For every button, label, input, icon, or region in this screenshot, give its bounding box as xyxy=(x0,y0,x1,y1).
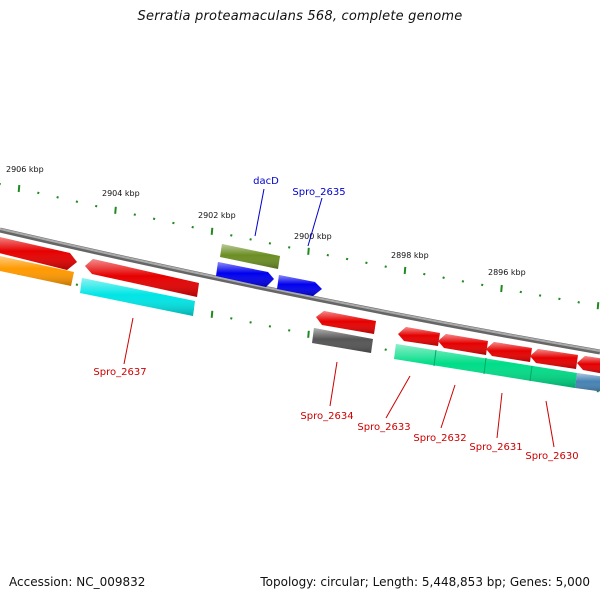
gene-label-spro-2637[interactable]: Spro_2637 xyxy=(93,367,146,378)
feature-red-2631[interactable] xyxy=(486,342,532,362)
outer-tick-30 xyxy=(577,301,580,304)
feature-red-2632[interactable] xyxy=(438,334,488,355)
outer-tick-4 xyxy=(75,200,79,203)
outer-tick-19 xyxy=(365,261,368,265)
outer-tick-15 xyxy=(287,246,291,249)
outer-tick-11 xyxy=(210,227,214,235)
outer-tick-25 xyxy=(480,283,484,287)
genome-summary: Topology: circular; Length: 5,448,853 bp… xyxy=(260,575,590,589)
outer-tick-6 xyxy=(114,206,117,214)
gene-label-dacd[interactable]: dacD xyxy=(253,176,279,187)
outer-tick-22 xyxy=(423,272,426,276)
outer-tick-31 xyxy=(596,302,600,310)
inner-tick-12 xyxy=(230,317,233,320)
inner-tick-20 xyxy=(384,348,387,351)
scale-label-2904: 2904 kbp xyxy=(102,189,140,198)
label-leader-lines xyxy=(123,188,555,448)
outer-tick-16 xyxy=(307,247,310,255)
map-title: Serratia proteamaculans 568, complete ge… xyxy=(137,9,463,24)
outer-tick-28 xyxy=(538,294,542,297)
feature-orange-left[interactable] xyxy=(0,255,74,286)
feature-steel-right[interactable] xyxy=(575,373,600,392)
outer-tick-13 xyxy=(249,238,252,241)
feature-red-2630[interactable] xyxy=(530,349,578,369)
feature-red-right-edge[interactable] xyxy=(577,356,600,374)
outer-tick-5 xyxy=(94,204,98,208)
inner-tick-15 xyxy=(287,329,291,332)
scale-label-2896: 2896 kbp xyxy=(488,268,526,277)
outer-scale-ticks xyxy=(0,183,600,310)
outer-tick-3 xyxy=(56,196,59,199)
feature-red-2634[interactable] xyxy=(316,311,376,334)
feature-gray-2634[interactable] xyxy=(312,328,373,353)
scale-label-2906: 2906 kbp xyxy=(6,165,44,174)
feature-cyan-2637[interactable] xyxy=(80,278,195,316)
feature-green-operon[interactable] xyxy=(394,344,577,388)
outer-tick-10 xyxy=(191,225,194,229)
scale-label-2902: 2902 kbp xyxy=(198,211,236,220)
outer-tick-23 xyxy=(442,276,445,279)
outer-tick-27 xyxy=(519,290,523,294)
feature-olive-dacd[interactable] xyxy=(220,244,280,269)
inner-tick-14 xyxy=(268,325,272,328)
feature-red-left-outer[interactable] xyxy=(0,236,77,270)
outer-tick-29 xyxy=(558,297,561,301)
outer-tick-9 xyxy=(172,221,175,225)
feature-red-2633[interactable] xyxy=(398,327,440,346)
outer-tick-18 xyxy=(345,257,349,261)
outer-tick-20 xyxy=(384,265,387,268)
gene-label-spro-2630[interactable]: Spro_2630 xyxy=(525,451,578,462)
feature-blue-dacd[interactable] xyxy=(216,262,274,287)
outer-tick-14 xyxy=(268,242,272,245)
gene-label-spro-2634[interactable]: Spro_2634 xyxy=(300,411,353,422)
scale-label-2898: 2898 kbp xyxy=(391,251,429,260)
outer-tick-2 xyxy=(37,191,40,195)
gene-label-spro-2631[interactable]: Spro_2631 xyxy=(469,442,522,453)
genome-backbone xyxy=(0,227,600,355)
outer-tick-26 xyxy=(500,284,503,293)
gene-label-spro-2632[interactable]: Spro_2632 xyxy=(413,433,466,444)
inner-tick-13 xyxy=(249,321,252,324)
inner-tick-16 xyxy=(307,330,310,338)
outer-tick-12 xyxy=(230,234,233,237)
accession-label: Accession: NC_009832 xyxy=(9,575,146,589)
outer-tick-7 xyxy=(133,213,137,216)
outer-tick-24 xyxy=(461,280,465,283)
gene-label-spro-2633[interactable]: Spro_2633 xyxy=(357,422,410,433)
outer-tick-1 xyxy=(17,184,21,193)
feature-blue-2635[interactable] xyxy=(277,275,322,296)
inner-tick-11 xyxy=(210,310,214,318)
outer-tick-8 xyxy=(152,217,156,221)
gene-label-spro-2635[interactable]: Spro_2635 xyxy=(292,187,345,198)
outer-tick-21 xyxy=(403,266,407,274)
inner-tick-4 xyxy=(75,283,79,286)
outer-tick-17 xyxy=(326,253,330,257)
feature-red-2636[interactable] xyxy=(85,259,199,297)
scale-label-2900: 2900 kbp xyxy=(294,232,332,241)
